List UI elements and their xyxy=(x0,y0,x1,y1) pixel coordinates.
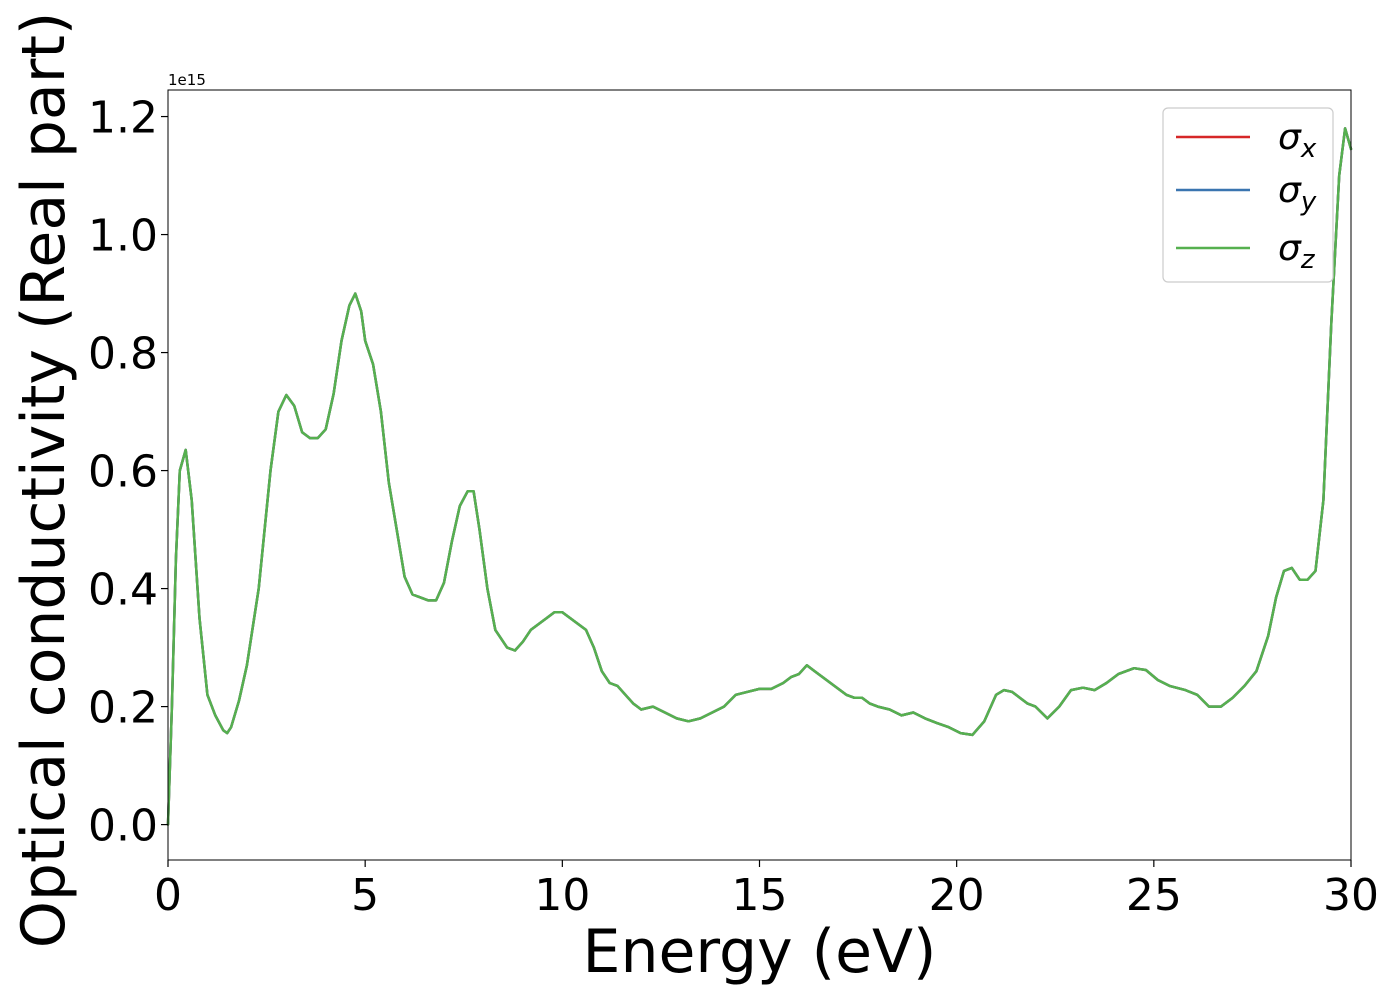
x-tick-label: 20 xyxy=(929,870,985,921)
x-tick-label: 25 xyxy=(1126,870,1182,921)
y-tick-label: 1.2 xyxy=(88,93,158,144)
legend-label: σz xyxy=(1278,228,1316,275)
x-tick-label: 10 xyxy=(534,870,590,921)
x-tick-label: 15 xyxy=(732,870,788,921)
y-tick-label: 1.0 xyxy=(88,211,158,262)
y-offset-label: 1e15 xyxy=(168,71,206,89)
legend-label: σx xyxy=(1278,117,1317,164)
axis-ticks: 0 5 10 15 20 25 30 0.0 0.2 0.4 0.6 0.8 1.0 1.2 xyxy=(88,93,1379,921)
series-lines xyxy=(166,127,1353,826)
y-tick-label: 0.8 xyxy=(88,329,158,380)
y-tick-label: 0.6 xyxy=(88,447,158,498)
x-axis-label: Energy (eV) xyxy=(583,917,937,987)
x-tick-label: 0 xyxy=(154,870,182,921)
legend-label: σy xyxy=(1278,170,1317,217)
legend-box xyxy=(1162,107,1334,283)
y-tick-label: 0.0 xyxy=(88,801,158,852)
x-tick-label: 30 xyxy=(1323,870,1379,921)
y-tick-label: 0.4 xyxy=(88,565,158,616)
y-axis-label: Optical conductivity (Real part) xyxy=(9,12,79,949)
x-tick-label: 5 xyxy=(351,870,379,921)
y-tick-label: 0.2 xyxy=(88,683,158,734)
legend: σx σy σz xyxy=(1162,107,1334,283)
series-line-3 xyxy=(166,127,1353,826)
